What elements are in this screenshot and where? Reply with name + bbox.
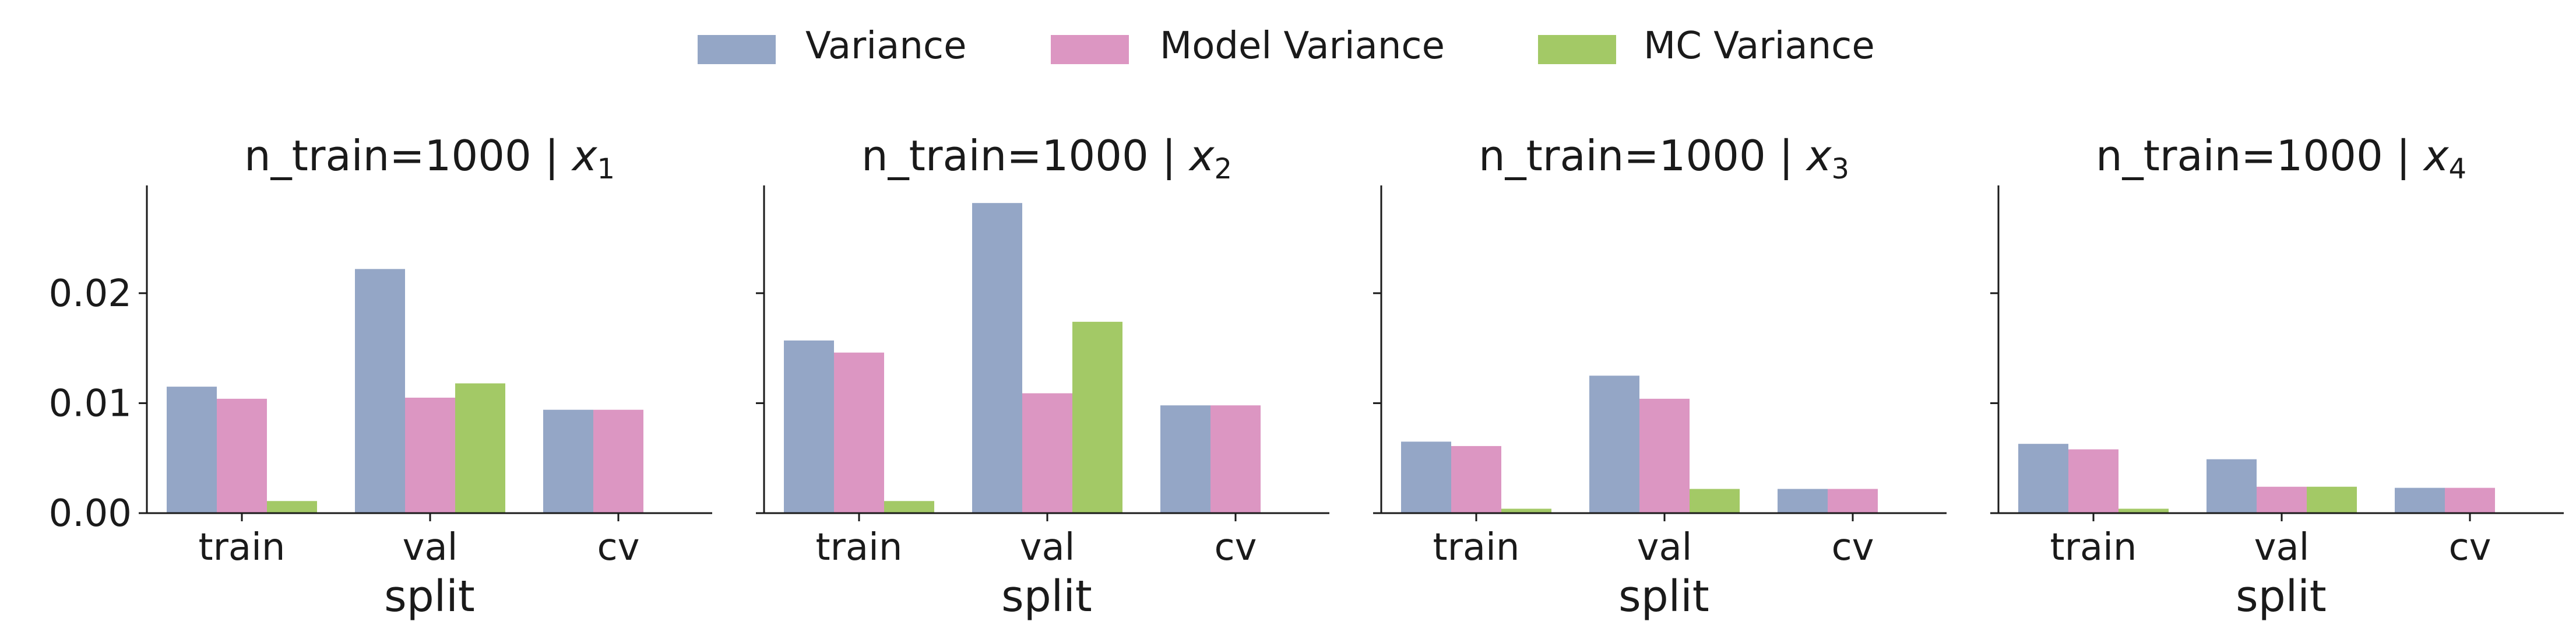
panel-title: n_train=1000 | x4 [2096, 131, 2466, 185]
panel-title: n_train=1000 | x3 [1479, 131, 1849, 185]
panel-title: n_train=1000 | x2 [861, 131, 1232, 185]
bar-model-variance-val [405, 397, 455, 513]
bar-variance-val [1589, 376, 1639, 513]
x-axis-label: split [1618, 571, 1709, 622]
bar-mc-variance-val [1072, 321, 1122, 513]
bar-model-variance-train [834, 352, 884, 513]
bar-model-variance-val [2257, 486, 2307, 513]
legend-mc-variance-label: MC Variance [1644, 24, 1875, 68]
bar-mc-variance-train [2118, 508, 2169, 513]
x-tick-label-cv: cv [597, 526, 639, 569]
x-tick-label-train: train [816, 526, 903, 569]
bar-model-variance-train [2068, 449, 2118, 513]
y-tick-label: 0.02 [49, 272, 132, 315]
bar-variance-train [1401, 441, 1451, 513]
bar-variance-cv [543, 409, 593, 513]
bar-mc-variance-val [455, 383, 505, 513]
bar-model-variance-cv [1210, 405, 1261, 513]
panel-title: n_train=1000 | x1 [244, 131, 615, 185]
bar-mc-variance-val [2307, 486, 2357, 513]
bar-variance-train [784, 340, 834, 513]
bar-variance-train [167, 387, 217, 513]
legend-mc-variance-swatch [1538, 35, 1616, 64]
bar-variance-cv [2395, 487, 2445, 513]
legend-variance-label: Variance [805, 24, 966, 68]
x-tick-label-cv: cv [1831, 526, 1874, 569]
x-tick-label-train: train [2050, 526, 2137, 569]
x-tick-label-val: val [403, 526, 458, 569]
chart-panel-4: n_train=1000 | x4 train val cv split [1990, 131, 2564, 622]
chart-panels: n_train=1000 | x1 0.00 0.01 0.02 train val cv s… [49, 131, 2564, 622]
bar-variance-val [355, 269, 405, 513]
bar-mc-variance-val [1690, 489, 1740, 513]
x-axis-label: split [384, 571, 475, 622]
x-axis-label: split [2236, 571, 2327, 622]
bar-model-variance-cv [2445, 487, 2495, 513]
bar-variance-train [2018, 444, 2068, 513]
bar-model-variance-cv [1828, 489, 1878, 513]
bar-variance-val [972, 203, 1022, 513]
x-axis-label: split [1001, 571, 1092, 622]
bar-variance-val [2207, 459, 2257, 513]
chart-panel-1: n_train=1000 | x1 0.00 0.01 0.02 train val cv s… [49, 131, 712, 622]
legend-model-variance-label: Model Variance [1160, 24, 1445, 68]
x-tick-label-val: val [1637, 526, 1692, 569]
bar-model-variance-train [1451, 445, 1501, 513]
bar-model-variance-cv [593, 409, 643, 513]
x-tick-label-val: val [2254, 526, 2310, 569]
x-tick-label-train: train [199, 526, 286, 569]
legend-variance-swatch [698, 35, 776, 64]
legend: Variance Model Variance MC Variance [698, 24, 1875, 68]
bar-mc-variance-train [1501, 508, 1551, 513]
y-tick-label: 0.01 [49, 382, 132, 425]
bar-model-variance-val [1639, 398, 1690, 513]
x-tick-label-cv: cv [2448, 526, 2491, 569]
x-tick-label-train: train [1433, 526, 1520, 569]
bar-variance-cv [1160, 405, 1210, 513]
legend-model-variance-swatch [1051, 35, 1129, 64]
bar-mc-variance-train [267, 501, 317, 513]
x-tick-label-val: val [1020, 526, 1075, 569]
chart-panel-3: n_train=1000 | x3 train val cv split [1373, 131, 1947, 622]
bar-model-variance-train [217, 398, 267, 513]
y-tick-label: 0.00 [49, 492, 132, 535]
chart-panel-2: n_train=1000 | x2 train val cv split [756, 131, 1329, 622]
x-tick-label-cv: cv [1214, 526, 1257, 569]
bar-mc-variance-train [884, 501, 934, 513]
bar-variance-cv [1778, 489, 1828, 513]
bar-model-variance-val [1022, 393, 1072, 513]
